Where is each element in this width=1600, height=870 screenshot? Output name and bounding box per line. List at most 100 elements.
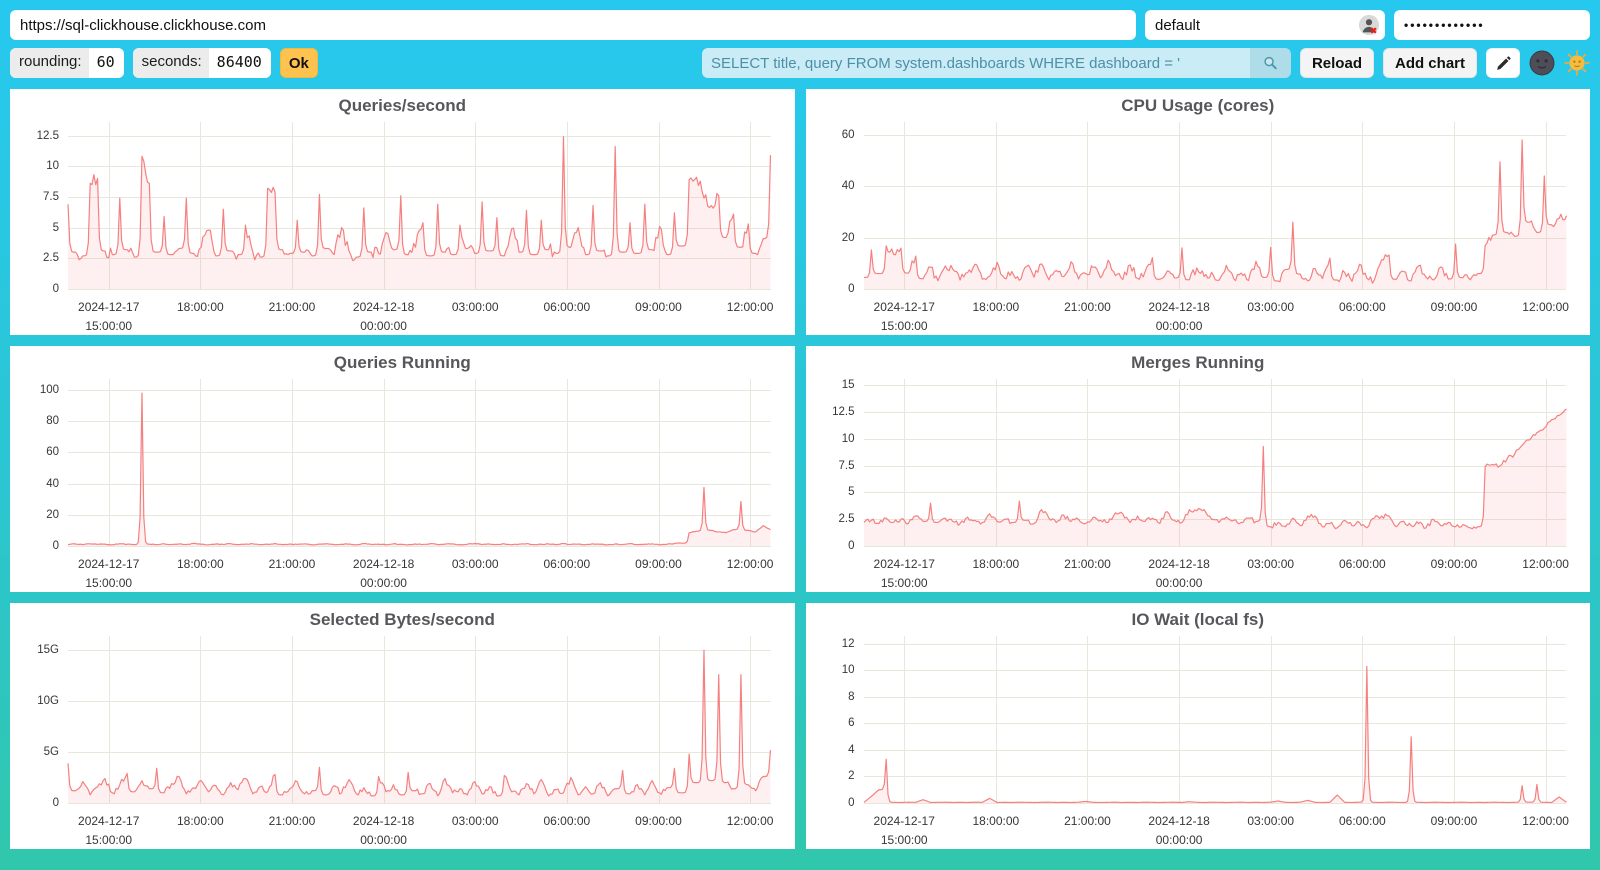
chart-plot[interactable]: 0 2.5 5 7.5 10 12.5 2024-12-17 15:00:00 18:00:00…	[37, 122, 773, 333]
x-tick-label: 21:00:00	[268, 557, 316, 571]
gridline-vertical	[658, 122, 660, 289]
y-tick-label: 0	[848, 283, 855, 295]
series-line	[864, 122, 1567, 289]
connection-bar	[10, 10, 1590, 40]
y-tick-label: 0	[52, 540, 59, 552]
y-tick-label: 0	[52, 797, 59, 809]
gridline-vertical	[1454, 636, 1455, 803]
light-theme-toggle[interactable]	[1564, 50, 1590, 76]
gridline-vertical	[1454, 122, 1455, 289]
x-tick-label: 12:00:00	[1522, 557, 1569, 571]
dashboard-query-input[interactable]	[701, 48, 1250, 78]
y-tick-label: 2.5	[43, 252, 59, 265]
x-tick-label: 18:00:00	[972, 557, 1020, 571]
x-tick-label: 09:00:00	[635, 814, 682, 828]
gridline-vertical	[566, 122, 568, 289]
chart-plot[interactable]: 0 5G 10G 15G 2024-12-17 15:00:00 18:00:00 21:00…	[37, 636, 773, 847]
gridline-horizontal	[68, 546, 771, 547]
add-chart-button[interactable]: Add chart	[1382, 48, 1477, 78]
y-tick-label: 15	[841, 379, 855, 392]
series-line	[68, 636, 771, 803]
y-tick-label: 6	[848, 717, 855, 730]
dark-theme-toggle[interactable]	[1529, 50, 1555, 76]
ok-button[interactable]: Ok	[279, 48, 318, 78]
gridline-vertical	[475, 379, 477, 546]
gridline-vertical	[904, 122, 906, 289]
gridline-horizontal	[68, 483, 771, 485]
chart-card: CPU Usage (cores) 0 20 40 60 2024-12-17 15:00:…	[805, 89, 1590, 335]
chart-card: IO Wait (local fs) 0 2 4 6 8 10 12 2024-12-17 15:…	[805, 603, 1590, 849]
gridline-vertical	[291, 122, 293, 289]
y-tick-label: 12.5	[36, 129, 59, 142]
chart-plot[interactable]: 0 20 40 60 80 100 2024-12-17 15:00:00 18:00:00 21…	[40, 379, 773, 590]
y-tick-label: 0	[848, 540, 855, 552]
run-query-button[interactable]	[1249, 48, 1291, 78]
chart-card: Queries Running 0 20 40 60 80 100 2024-12-17 15:…	[10, 346, 795, 592]
chart-plot[interactable]: 0 20 40 60 2024-12-17 15:00:00 18:00:00 21:00:0…	[842, 122, 1569, 333]
gridline-vertical	[566, 636, 568, 803]
password-input[interactable]	[1394, 10, 1590, 40]
x-tick-label: 2024-12-17 15:00:00	[78, 557, 140, 591]
top-bars: rounding: 60 seconds: 86400 Ok Reload Ad…	[10, 10, 1590, 78]
x-tick-label: 18:00:00	[176, 814, 224, 828]
x-tick-label: 03:00:00	[451, 557, 499, 571]
y-tick-label: 60	[46, 446, 59, 459]
rounding-value-input[interactable]: 60	[88, 48, 124, 78]
gridline-vertical	[1087, 122, 1089, 289]
gridline-vertical	[1179, 379, 1181, 546]
reload-button[interactable]: Reload	[1299, 48, 1374, 78]
gridline-vertical	[1087, 379, 1089, 546]
x-tick-label: 2024-12-18 00:00:00	[352, 557, 415, 591]
gridline-vertical	[1270, 122, 1272, 289]
x-tick-label: 06:00:00	[543, 557, 591, 571]
gridline-vertical	[108, 379, 110, 546]
x-tick-label: 09:00:00	[1430, 557, 1478, 571]
chart-plot[interactable]: 0 2.5 5 7.5 10 12.5 15 2024-12-17 15:00:00 18:00:…	[832, 379, 1569, 590]
gridline-horizontal	[863, 696, 1566, 698]
gridline-horizontal	[863, 776, 1566, 778]
chart-card: Queries/second 0 2.5 5 7.5 10 12.5 2024-12-17 15…	[10, 89, 795, 335]
x-tick-label: 12:00:00	[1522, 300, 1569, 314]
gridline-horizontal	[863, 186, 1566, 188]
y-tick-label: 15G	[37, 644, 59, 657]
gridline-horizontal	[68, 135, 771, 137]
y-tick-label: 10	[46, 160, 59, 173]
gridline-vertical	[750, 122, 752, 289]
magnifier-icon	[1264, 56, 1277, 70]
chart-plot[interactable]: 0 2 4 6 8 10 12 2024-12-17 15:00:00 18:00:00 21:00…	[842, 636, 1569, 847]
gridline-vertical	[995, 379, 997, 546]
gridline-horizontal	[68, 752, 771, 754]
y-tick-label: 5	[848, 486, 855, 499]
server-url-input[interactable]	[10, 10, 1136, 40]
gridline-vertical	[200, 636, 202, 803]
gridline-horizontal	[68, 421, 771, 423]
seconds-control: seconds: 86400	[132, 48, 271, 78]
y-tick-label: 20	[841, 231, 855, 244]
series-line	[68, 379, 771, 546]
gridline-horizontal	[68, 514, 771, 516]
gridline-horizontal	[68, 227, 771, 229]
gridline-vertical	[904, 636, 906, 803]
user-input[interactable]	[1145, 10, 1385, 40]
gridline-vertical	[200, 122, 202, 289]
seconds-value-input[interactable]: 86400	[208, 48, 271, 78]
x-tick-label: 2024-12-17 15:00:00	[873, 300, 935, 334]
x-tick-label: 18:00:00	[972, 300, 1020, 314]
gridline-horizontal	[863, 643, 1566, 645]
y-tick-label: 10	[841, 664, 855, 677]
gridline-horizontal	[863, 465, 1566, 467]
y-tick-label: 0	[52, 283, 59, 295]
gridline-horizontal	[863, 803, 1566, 804]
gridline-vertical	[1179, 636, 1181, 803]
gridline-vertical	[1270, 379, 1272, 546]
edit-button[interactable]	[1486, 48, 1520, 78]
y-tick-label: 80	[46, 415, 59, 428]
y-tick-label: 12	[841, 637, 855, 650]
y-tick-label: 12.5	[832, 406, 855, 419]
gridline-horizontal	[68, 803, 771, 804]
gridline-horizontal	[863, 385, 1566, 387]
y-tick-label: 40	[46, 477, 59, 490]
dashboard-query-group	[701, 48, 1291, 78]
x-tick-label: 06:00:00	[543, 814, 591, 828]
gridline-vertical	[1179, 122, 1181, 289]
